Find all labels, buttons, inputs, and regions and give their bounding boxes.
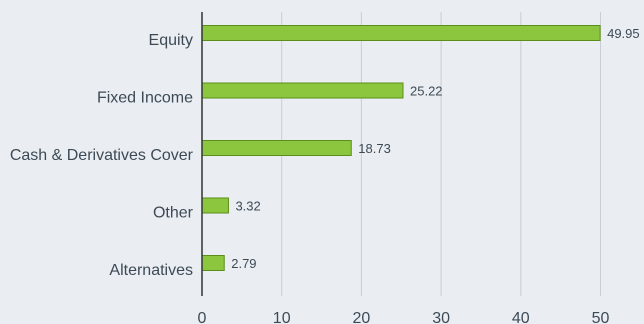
- bar: [201, 25, 601, 41]
- x-tick-label: 40: [512, 310, 530, 324]
- category-label: Equity: [149, 32, 193, 49]
- x-tick-label: 10: [273, 310, 291, 324]
- bar: [201, 255, 225, 271]
- category-label: Other: [153, 205, 194, 222]
- x-tick-label: 0: [198, 310, 207, 324]
- x-tick-labels: 0 10 20 30 40 50: [198, 310, 610, 324]
- value-label: 49.95: [607, 26, 640, 41]
- value-label: 3.32: [235, 199, 260, 214]
- value-label: 25.22: [410, 84, 443, 99]
- gridlines: [281, 12, 601, 296]
- value-label: 2.79: [231, 256, 256, 271]
- x-tick-label: 50: [592, 310, 610, 324]
- bars: [201, 25, 601, 271]
- category-label: Alternatives: [109, 262, 193, 279]
- category-labels: Equity Fixed Income Cash & Derivatives Cov…: [10, 32, 194, 279]
- x-tick-label: 30: [432, 310, 450, 324]
- value-labels: 49.95 25.22 18.73 3.32 2.79: [231, 26, 639, 271]
- category-label: Cash & Derivatives Cover: [10, 147, 194, 164]
- bar: [201, 140, 352, 156]
- value-label: 18.73: [358, 141, 391, 156]
- category-label: Fixed Income: [97, 90, 193, 107]
- x-tick-label: 20: [353, 310, 371, 324]
- bar: [201, 82, 404, 99]
- bar: [201, 197, 229, 214]
